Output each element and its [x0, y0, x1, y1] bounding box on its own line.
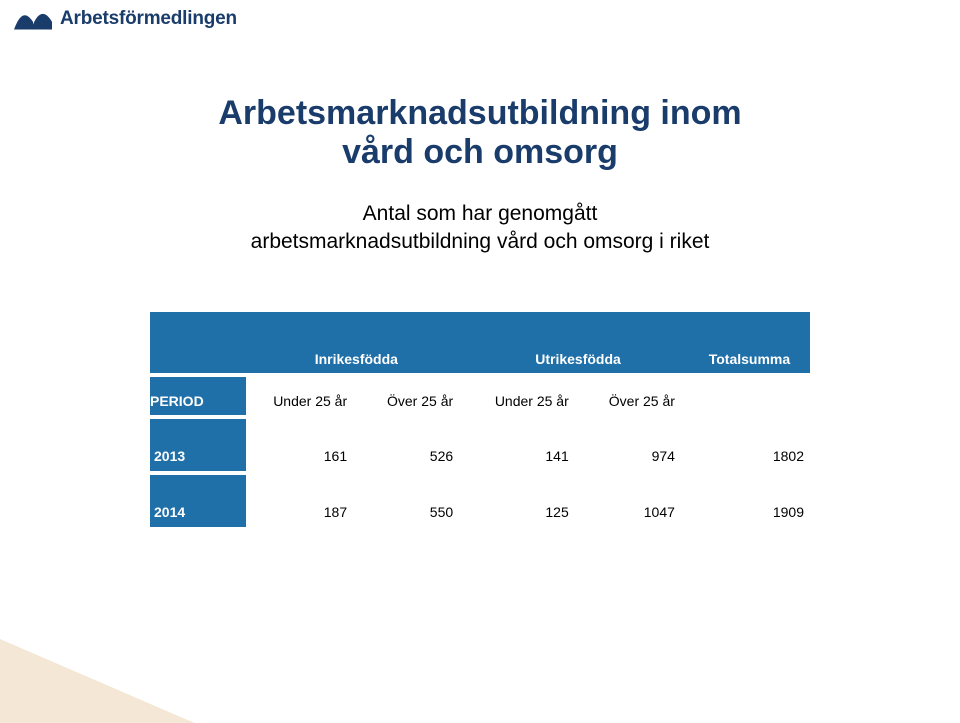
cell-total: 1909 [689, 475, 810, 527]
col-utrikes-under: Under 25 år [467, 377, 583, 415]
cell-value: 1047 [583, 475, 689, 527]
subtitle-block: Antal som har genomgått arbetsmarknadsut… [0, 200, 960, 257]
slide-body: Arbetsmarknadsutbildning inom vård och o… [0, 34, 960, 723]
cell-value: 974 [583, 419, 689, 471]
col-period: PERIOD [150, 377, 246, 415]
col-group-total: Totalsumma [689, 312, 810, 373]
subtitle-line-2: arbetsmarknadsutbildning vård och omsorg… [0, 228, 960, 256]
cell-value: 161 [246, 419, 362, 471]
col-utrikes-over: Över 25 år [583, 377, 689, 415]
cell-period: 2014 [150, 475, 246, 527]
col-group-inrikes: Inrikesfödda [246, 312, 468, 373]
title-line-1: Arbetsmarknadsutbildning inom [0, 94, 960, 133]
col-group-utrikes: Utrikesfödda [467, 312, 689, 373]
title-block: Arbetsmarknadsutbildning inom vård och o… [0, 34, 960, 172]
data-table: InrikesföddaUtrikesföddaTotalsumma PERIOD… [150, 312, 810, 531]
table-row: 201418755012510471909 [150, 475, 810, 527]
brand-name: Arbetsförmedlingen [60, 8, 237, 30]
cell-total: 1802 [689, 419, 810, 471]
cell-value: 526 [361, 419, 467, 471]
title-line-2: vård och omsorg [0, 133, 960, 172]
table-row: 20131615261419741802 [150, 419, 810, 471]
cell-value: 125 [467, 475, 583, 527]
brand-logo-icon [14, 8, 52, 30]
brand-header: Arbetsförmedlingen [0, 0, 960, 34]
cell-value: 187 [246, 475, 362, 527]
cell-value: 141 [467, 419, 583, 471]
cell-value: 550 [361, 475, 467, 527]
corner-decoration [0, 639, 220, 723]
cell-period: 2013 [150, 419, 246, 471]
col-inrikes-over: Över 25 år [361, 377, 467, 415]
subtitle-line-1: Antal som har genomgått [0, 200, 960, 228]
col-inrikes-under: Under 25 år [246, 377, 362, 415]
